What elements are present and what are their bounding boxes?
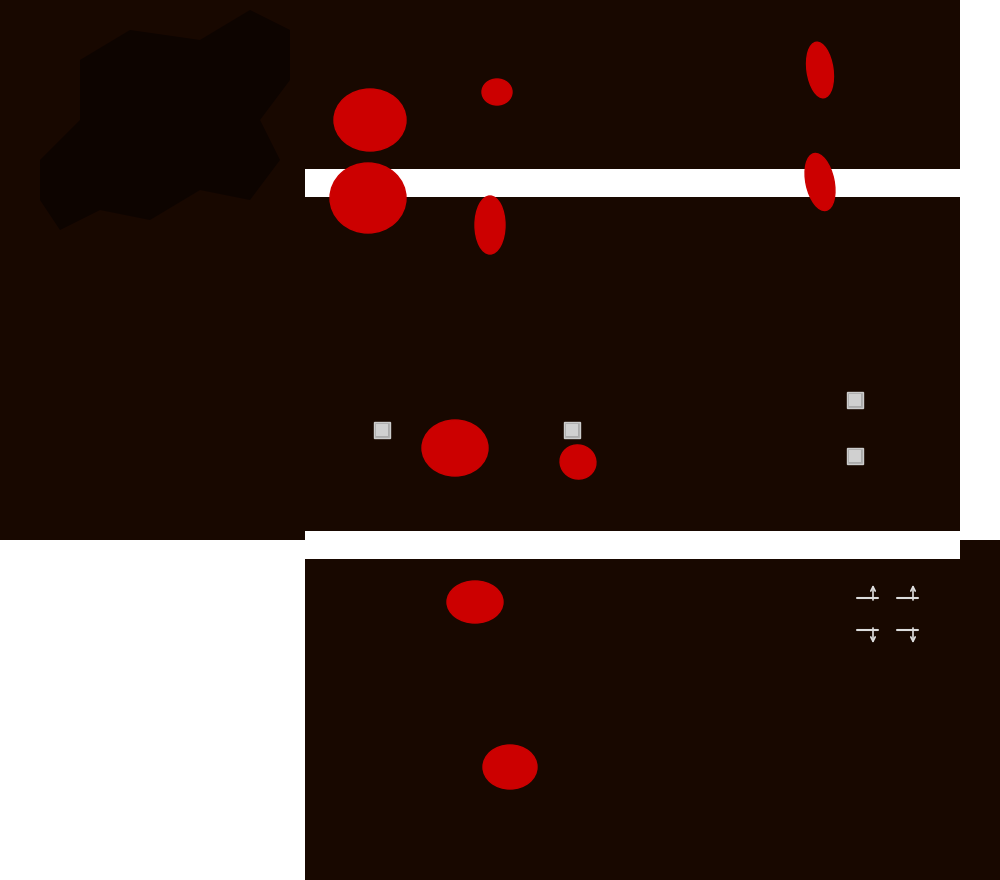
Bar <box>847 448 863 464</box>
Bar <box>305 169 960 197</box>
Ellipse shape <box>483 745 537 789</box>
Bar <box>305 531 960 559</box>
Bar <box>847 392 863 408</box>
Polygon shape <box>40 10 290 230</box>
Ellipse shape <box>560 445 596 479</box>
Ellipse shape <box>422 420 488 476</box>
Ellipse shape <box>334 89 406 151</box>
Ellipse shape <box>807 42 833 98</box>
Bar <box>374 422 390 438</box>
Bar <box>566 424 578 436</box>
Bar <box>376 424 388 436</box>
Ellipse shape <box>805 153 835 210</box>
Bar <box>564 422 580 438</box>
Ellipse shape <box>475 196 505 254</box>
Bar <box>849 394 861 406</box>
Polygon shape <box>960 0 1000 540</box>
Bar <box>849 450 861 462</box>
Ellipse shape <box>447 581 503 623</box>
Ellipse shape <box>482 79 512 105</box>
Ellipse shape <box>330 163 406 233</box>
Polygon shape <box>0 540 305 880</box>
